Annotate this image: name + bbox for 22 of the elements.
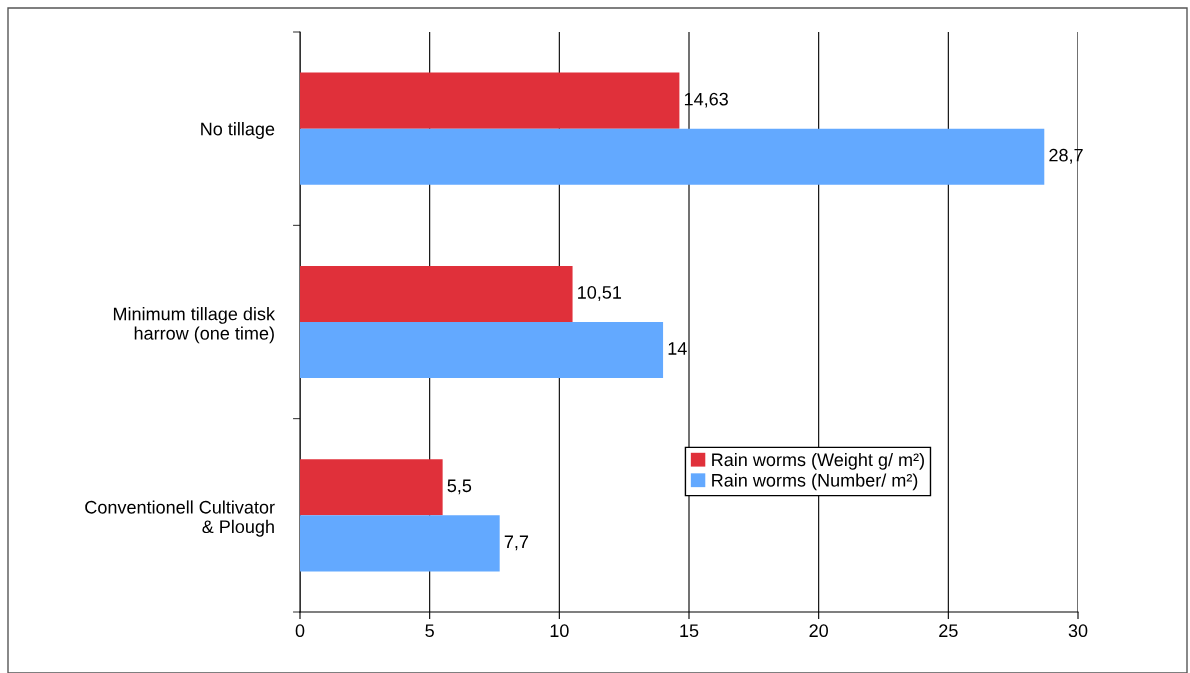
y-tick-label: No tillage	[201, 122, 275, 139]
bar	[300, 128, 1045, 185]
legend-label: Rain worms (Number/ m²)	[712, 473, 918, 491]
bar	[300, 322, 664, 379]
bar	[300, 265, 573, 322]
x-tick-label: 25	[939, 624, 958, 638]
data-label: 7,7	[504, 535, 529, 551]
data-label: 10,51	[578, 286, 622, 301]
x-tick-label: 15	[680, 624, 699, 638]
bar	[300, 72, 680, 129]
data-label: 5,5	[447, 479, 472, 495]
x-tick-label: 5	[425, 624, 434, 638]
x-tick-label: 0	[295, 624, 305, 638]
x-tick-label: 20	[809, 624, 828, 638]
y-tick-label: Minimum tillage disk harrow (one time)	[113, 307, 276, 344]
bar	[300, 515, 500, 572]
y-tick-label: Conventionell Cultivator & Plough	[85, 500, 275, 537]
bar	[300, 459, 443, 516]
legend-label: Rain worms (Weight g/ m²)	[712, 452, 924, 470]
x-tick-label: 30	[1068, 624, 1088, 638]
data-label: 14	[668, 342, 687, 355]
x-tick-label: 10	[550, 624, 569, 638]
